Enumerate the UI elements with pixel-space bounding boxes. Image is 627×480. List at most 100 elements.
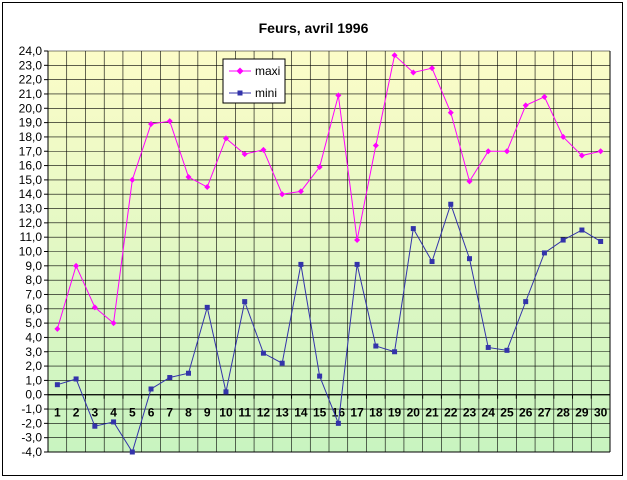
x-tick-label: 3 (91, 406, 98, 420)
x-tick-label: 5 (129, 406, 136, 420)
y-tick-label: 23,0 (19, 58, 43, 72)
point-mini (354, 261, 360, 267)
legend-marker-mini (237, 90, 243, 96)
point-mini (392, 349, 398, 355)
legend: maxi mini (222, 58, 286, 104)
point-mini (467, 256, 472, 262)
y-tick-label: 20,0 (19, 101, 43, 115)
x-tick-label: 25 (500, 406, 514, 420)
point-maxi (204, 184, 211, 191)
x-tick-label: 8 (185, 406, 192, 420)
point-maxi (185, 174, 192, 181)
y-tick-label: -4,0 (21, 445, 42, 459)
x-tick-label: 28 (556, 406, 570, 420)
point-maxi (241, 151, 248, 158)
x-tick-label: 12 (257, 406, 271, 420)
point-mini (410, 226, 416, 232)
x-tick-label: 18 (369, 406, 383, 420)
point-maxi (560, 133, 567, 140)
x-tick-label: 30 (594, 406, 608, 420)
y-tick-label: 18,0 (19, 130, 43, 144)
y-tick-label: 2,0 (25, 359, 42, 373)
y-tick-label: 13,0 (19, 202, 43, 216)
series-lines (54, 52, 604, 455)
legend-label-mini: mini (255, 86, 277, 100)
x-tick-label: 10 (219, 406, 233, 420)
point-maxi (522, 102, 529, 109)
y-tick-label: 4,0 (25, 330, 42, 344)
chart-title: Feurs, avril 1996 (258, 20, 369, 36)
point-mini (523, 299, 529, 305)
legend-box (222, 58, 286, 104)
y-tick-label: 6,0 (25, 302, 42, 316)
y-tick-labels: 24,023,022,021,020,019,018,017,016,015,0… (19, 44, 43, 459)
point-mini (560, 237, 566, 243)
point-maxi (578, 152, 585, 159)
point-maxi (91, 304, 98, 311)
point-mini (204, 304, 210, 310)
point-mini (373, 343, 379, 349)
x-tick-labels: 1 2 3 4 5 6 7 8 9 10 11 12 13 14 15 16 17 18 19 20 21 22 23 24 2… (54, 406, 608, 420)
point-mini (92, 423, 98, 429)
x-tick-label: 11 (238, 406, 251, 420)
point-maxi (410, 69, 417, 76)
x-tick-label: 19 (388, 406, 402, 420)
point-maxi (503, 148, 510, 155)
point-mini (541, 250, 547, 256)
point-maxi (541, 93, 548, 100)
y-tick-label: 0,0 (25, 388, 42, 402)
y-tick-label: 12,0 (19, 216, 43, 230)
point-mini (448, 201, 454, 207)
point-maxi (485, 148, 492, 155)
point-maxi (447, 109, 454, 116)
y-tick-label: 8,0 (25, 273, 42, 287)
y-tick-label: 19,0 (19, 116, 43, 130)
point-mini (298, 261, 304, 267)
y-tick-label: -3,0 (21, 431, 42, 445)
point-mini (167, 375, 173, 381)
x-tick-label: 13 (275, 406, 289, 420)
point-maxi (110, 320, 117, 327)
y-tick-label: 7,0 (25, 287, 42, 301)
point-mini (223, 389, 229, 395)
x-tick-label: 24 (482, 406, 496, 420)
x-tick-label: 29 (575, 406, 589, 420)
y-tick-label: -2,0 (21, 416, 42, 430)
x-tick-label: 17 (350, 406, 364, 420)
x-tick-label: 2 (73, 406, 80, 420)
x-tick-label: 20 (407, 406, 421, 420)
point-mini (73, 376, 79, 382)
point-maxi (335, 92, 342, 99)
point-maxi (354, 237, 361, 244)
point-maxi (166, 118, 173, 125)
point-maxi (54, 325, 61, 332)
x-tick-label: 6 (148, 406, 155, 420)
point-mini (504, 347, 510, 353)
point-mini (54, 382, 60, 388)
point-mini (279, 360, 285, 366)
x-tick-label: 27 (538, 406, 552, 420)
point-mini (598, 238, 604, 244)
x-tick-label: 15 (313, 406, 327, 420)
point-mini (242, 299, 248, 305)
point-mini (260, 350, 266, 356)
point-mini (111, 419, 117, 425)
legend-marker-maxi (236, 67, 244, 75)
series-line-maxi (56, 54, 601, 329)
point-mini (186, 370, 191, 376)
x-tick-label: 1 (54, 406, 61, 420)
point-maxi (297, 188, 304, 195)
point-maxi (279, 191, 286, 198)
y-tick-label: 14,0 (19, 187, 43, 201)
point-mini (148, 386, 154, 392)
point-maxi (73, 262, 80, 269)
y-tick-label: 17,0 (19, 144, 43, 158)
y-tick-label: 5,0 (25, 316, 42, 330)
point-mini (317, 373, 323, 379)
x-tick-label: 7 (166, 406, 173, 420)
y-tick-label: 16,0 (19, 159, 43, 173)
point-maxi (316, 164, 323, 171)
point-maxi (129, 176, 136, 183)
point-mini (485, 344, 491, 350)
y-tick-label: 10,0 (19, 245, 43, 259)
